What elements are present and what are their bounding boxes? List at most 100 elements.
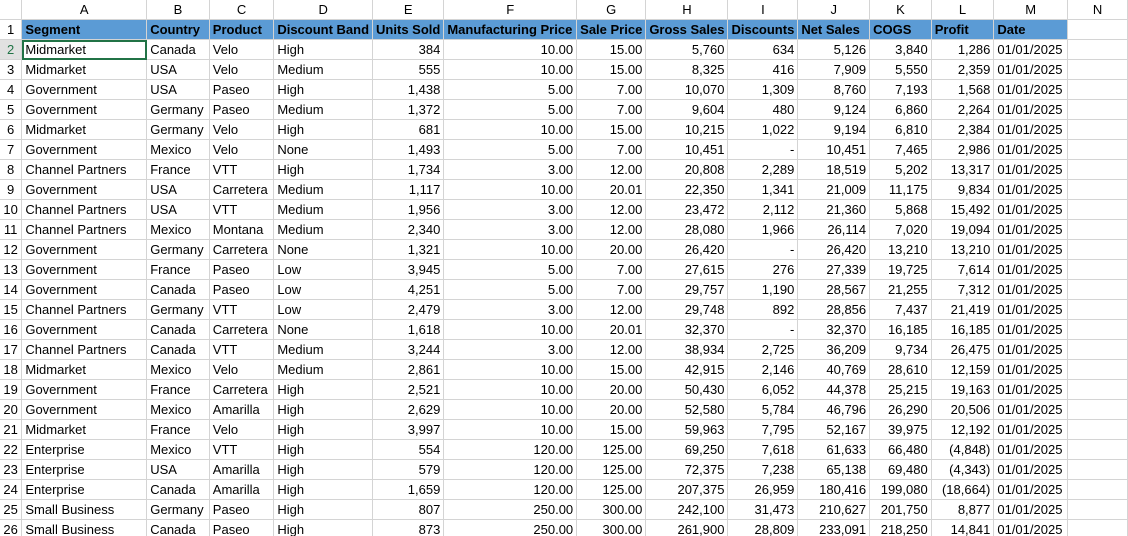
data-cell[interactable]: Canada	[146, 319, 210, 340]
header-cell[interactable]: Net Sales	[797, 19, 871, 40]
data-cell[interactable]: Channel Partners	[21, 159, 148, 180]
data-cell[interactable]: Midmarket	[21, 359, 148, 380]
data-cell[interactable]: Velo	[209, 419, 275, 440]
data-cell[interactable]: 39,975	[869, 419, 932, 440]
data-cell[interactable]: 27,615	[645, 259, 729, 280]
data-cell[interactable]: 01/01/2025	[993, 299, 1069, 320]
data-cell[interactable]: 01/01/2025	[993, 259, 1069, 280]
data-cell[interactable]: 69,250	[645, 439, 729, 460]
data-cell[interactable]: 2,340	[372, 219, 445, 240]
row-header[interactable]: 9	[0, 179, 23, 200]
data-cell[interactable]: 28,809	[727, 519, 799, 536]
data-cell[interactable]: 2,629	[372, 399, 445, 420]
data-cell[interactable]: Paseo	[209, 499, 275, 520]
data-cell[interactable]: 21,009	[797, 179, 871, 200]
data-cell[interactable]: France	[146, 419, 210, 440]
empty-cell[interactable]	[1067, 79, 1128, 100]
data-cell[interactable]: 7.00	[576, 79, 647, 100]
empty-cell[interactable]	[1067, 199, 1128, 220]
data-cell[interactable]: 01/01/2025	[993, 179, 1069, 200]
data-cell[interactable]: 210,627	[797, 499, 871, 520]
data-cell[interactable]: 32,370	[645, 319, 729, 340]
row-header[interactable]: 14	[0, 279, 23, 300]
data-cell[interactable]: 2,384	[931, 119, 995, 140]
data-cell[interactable]: 3.00	[443, 299, 578, 320]
data-cell[interactable]: 01/01/2025	[993, 199, 1069, 220]
data-cell[interactable]: 1,438	[372, 79, 445, 100]
data-cell[interactable]: High	[273, 159, 374, 180]
data-cell[interactable]: 10.00	[443, 239, 578, 260]
data-cell[interactable]: Velo	[209, 119, 275, 140]
data-cell[interactable]: France	[146, 379, 210, 400]
data-cell[interactable]: Germany	[146, 499, 210, 520]
data-cell[interactable]: 19,163	[931, 379, 995, 400]
data-cell[interactable]: 2,861	[372, 359, 445, 380]
data-cell[interactable]: Canada	[146, 279, 210, 300]
select-all-corner[interactable]	[0, 0, 23, 20]
row-header[interactable]: 26	[0, 519, 23, 536]
data-cell[interactable]: Midmarket	[21, 119, 148, 140]
data-cell[interactable]: 8,877	[931, 499, 995, 520]
data-cell[interactable]: 120.00	[443, 439, 578, 460]
data-cell[interactable]: Carretera	[209, 239, 275, 260]
data-cell[interactable]: 199,080	[869, 479, 932, 500]
data-cell[interactable]: 10,451	[645, 139, 729, 160]
data-cell[interactable]: VTT	[209, 339, 275, 360]
data-cell[interactable]: 3.00	[443, 159, 578, 180]
data-cell[interactable]: Amarilla	[209, 459, 275, 480]
data-cell[interactable]: 7,312	[931, 279, 995, 300]
data-cell[interactable]: None	[273, 139, 374, 160]
empty-cell[interactable]	[1067, 399, 1128, 420]
data-cell[interactable]: 7,909	[797, 59, 871, 80]
row-header[interactable]: 24	[0, 479, 23, 500]
empty-cell[interactable]	[1067, 179, 1128, 200]
data-cell[interactable]: 242,100	[645, 499, 729, 520]
data-cell[interactable]: Mexico	[146, 359, 210, 380]
data-cell[interactable]: 2,289	[727, 159, 799, 180]
data-cell[interactable]: 01/01/2025	[993, 419, 1069, 440]
data-cell[interactable]: 61,633	[797, 439, 871, 460]
data-cell[interactable]: 7,465	[869, 139, 932, 160]
data-cell[interactable]: 1,618	[372, 319, 445, 340]
data-cell[interactable]: 180,416	[797, 479, 871, 500]
data-cell[interactable]: Medium	[273, 199, 374, 220]
data-cell[interactable]: 66,480	[869, 439, 932, 460]
data-cell[interactable]: 555	[372, 59, 445, 80]
column-header-b[interactable]: B	[146, 0, 210, 20]
data-cell[interactable]: 807	[372, 499, 445, 520]
data-cell[interactable]: 261,900	[645, 519, 729, 536]
data-cell[interactable]: Velo	[209, 139, 275, 160]
data-cell[interactable]: 2,479	[372, 299, 445, 320]
column-header-l[interactable]: L	[931, 0, 995, 20]
column-header-n[interactable]: N	[1067, 0, 1128, 20]
data-cell[interactable]: Medium	[273, 179, 374, 200]
column-header-f[interactable]: F	[443, 0, 578, 20]
data-cell[interactable]: 554	[372, 439, 445, 460]
empty-cell[interactable]	[1067, 99, 1128, 120]
data-cell[interactable]: 12.00	[576, 159, 647, 180]
data-cell[interactable]: Mexico	[146, 399, 210, 420]
data-cell[interactable]: 20.00	[576, 239, 647, 260]
data-cell[interactable]: 23,472	[645, 199, 729, 220]
data-cell[interactable]: 01/01/2025	[993, 459, 1069, 480]
data-cell[interactable]: 69,480	[869, 459, 932, 480]
data-cell[interactable]: 300.00	[576, 519, 647, 536]
data-cell[interactable]: 27,339	[797, 259, 871, 280]
data-cell[interactable]: Medium	[273, 219, 374, 240]
data-cell[interactable]: (4,848)	[931, 439, 995, 460]
empty-cell[interactable]	[1067, 419, 1128, 440]
data-cell[interactable]: (4,343)	[931, 459, 995, 480]
empty-cell[interactable]	[1067, 439, 1128, 460]
data-cell[interactable]: 11,175	[869, 179, 932, 200]
data-cell[interactable]: Paseo	[209, 99, 275, 120]
data-cell[interactable]: High	[273, 39, 374, 60]
data-cell[interactable]: 7,238	[727, 459, 799, 480]
data-cell[interactable]: Government	[21, 279, 148, 300]
data-cell[interactable]: 21,255	[869, 279, 932, 300]
column-header-c[interactable]: C	[209, 0, 275, 20]
data-cell[interactable]: 14,841	[931, 519, 995, 536]
data-cell[interactable]: Channel Partners	[21, 199, 148, 220]
header-cell[interactable]: COGS	[869, 19, 932, 40]
header-cell[interactable]: Discounts	[727, 19, 799, 40]
data-cell[interactable]: Enterprise	[21, 459, 148, 480]
